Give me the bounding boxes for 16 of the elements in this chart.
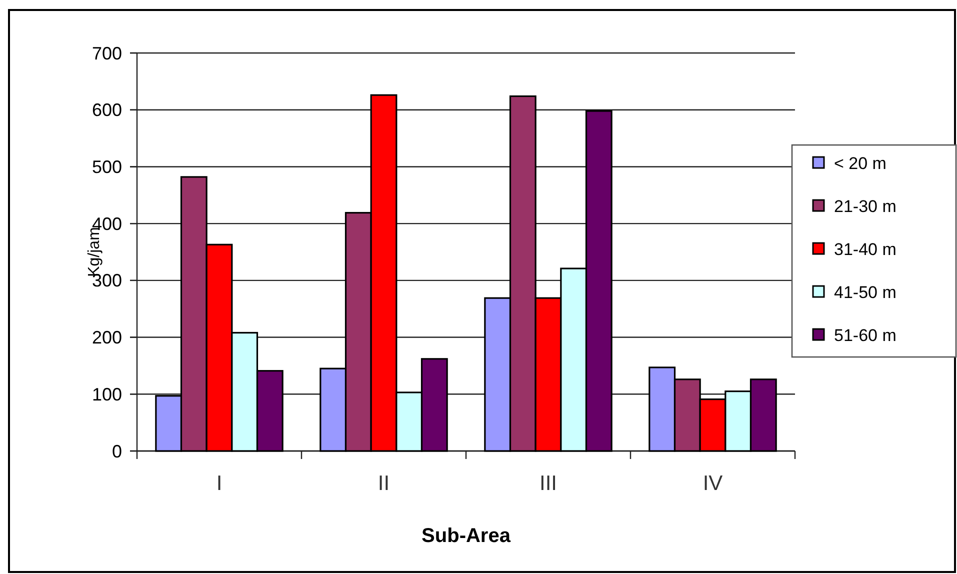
legend-label: 21-30 m	[834, 196, 896, 216]
legend-label: < 20 m	[834, 154, 886, 173]
legend-label: 31-40 m	[834, 240, 896, 259]
y-tick-label: 200	[92, 328, 122, 348]
y-tick-label: 600	[92, 100, 122, 120]
legend-label: 51-60 m	[834, 326, 896, 345]
x-tick-label: I	[216, 472, 222, 495]
y-tick-label: 100	[92, 384, 122, 404]
x-tick-label: II	[378, 472, 390, 495]
y-tick-label: 500	[92, 157, 122, 178]
x-tick-label: IV	[702, 472, 723, 495]
y-tick-label: 0	[112, 441, 122, 462]
legend-label: 41-50 m	[834, 282, 896, 302]
x-axis-title: Sub-Area	[422, 525, 512, 547]
y-tick-label: 700	[92, 43, 122, 64]
x-tick-label: III	[539, 472, 558, 495]
